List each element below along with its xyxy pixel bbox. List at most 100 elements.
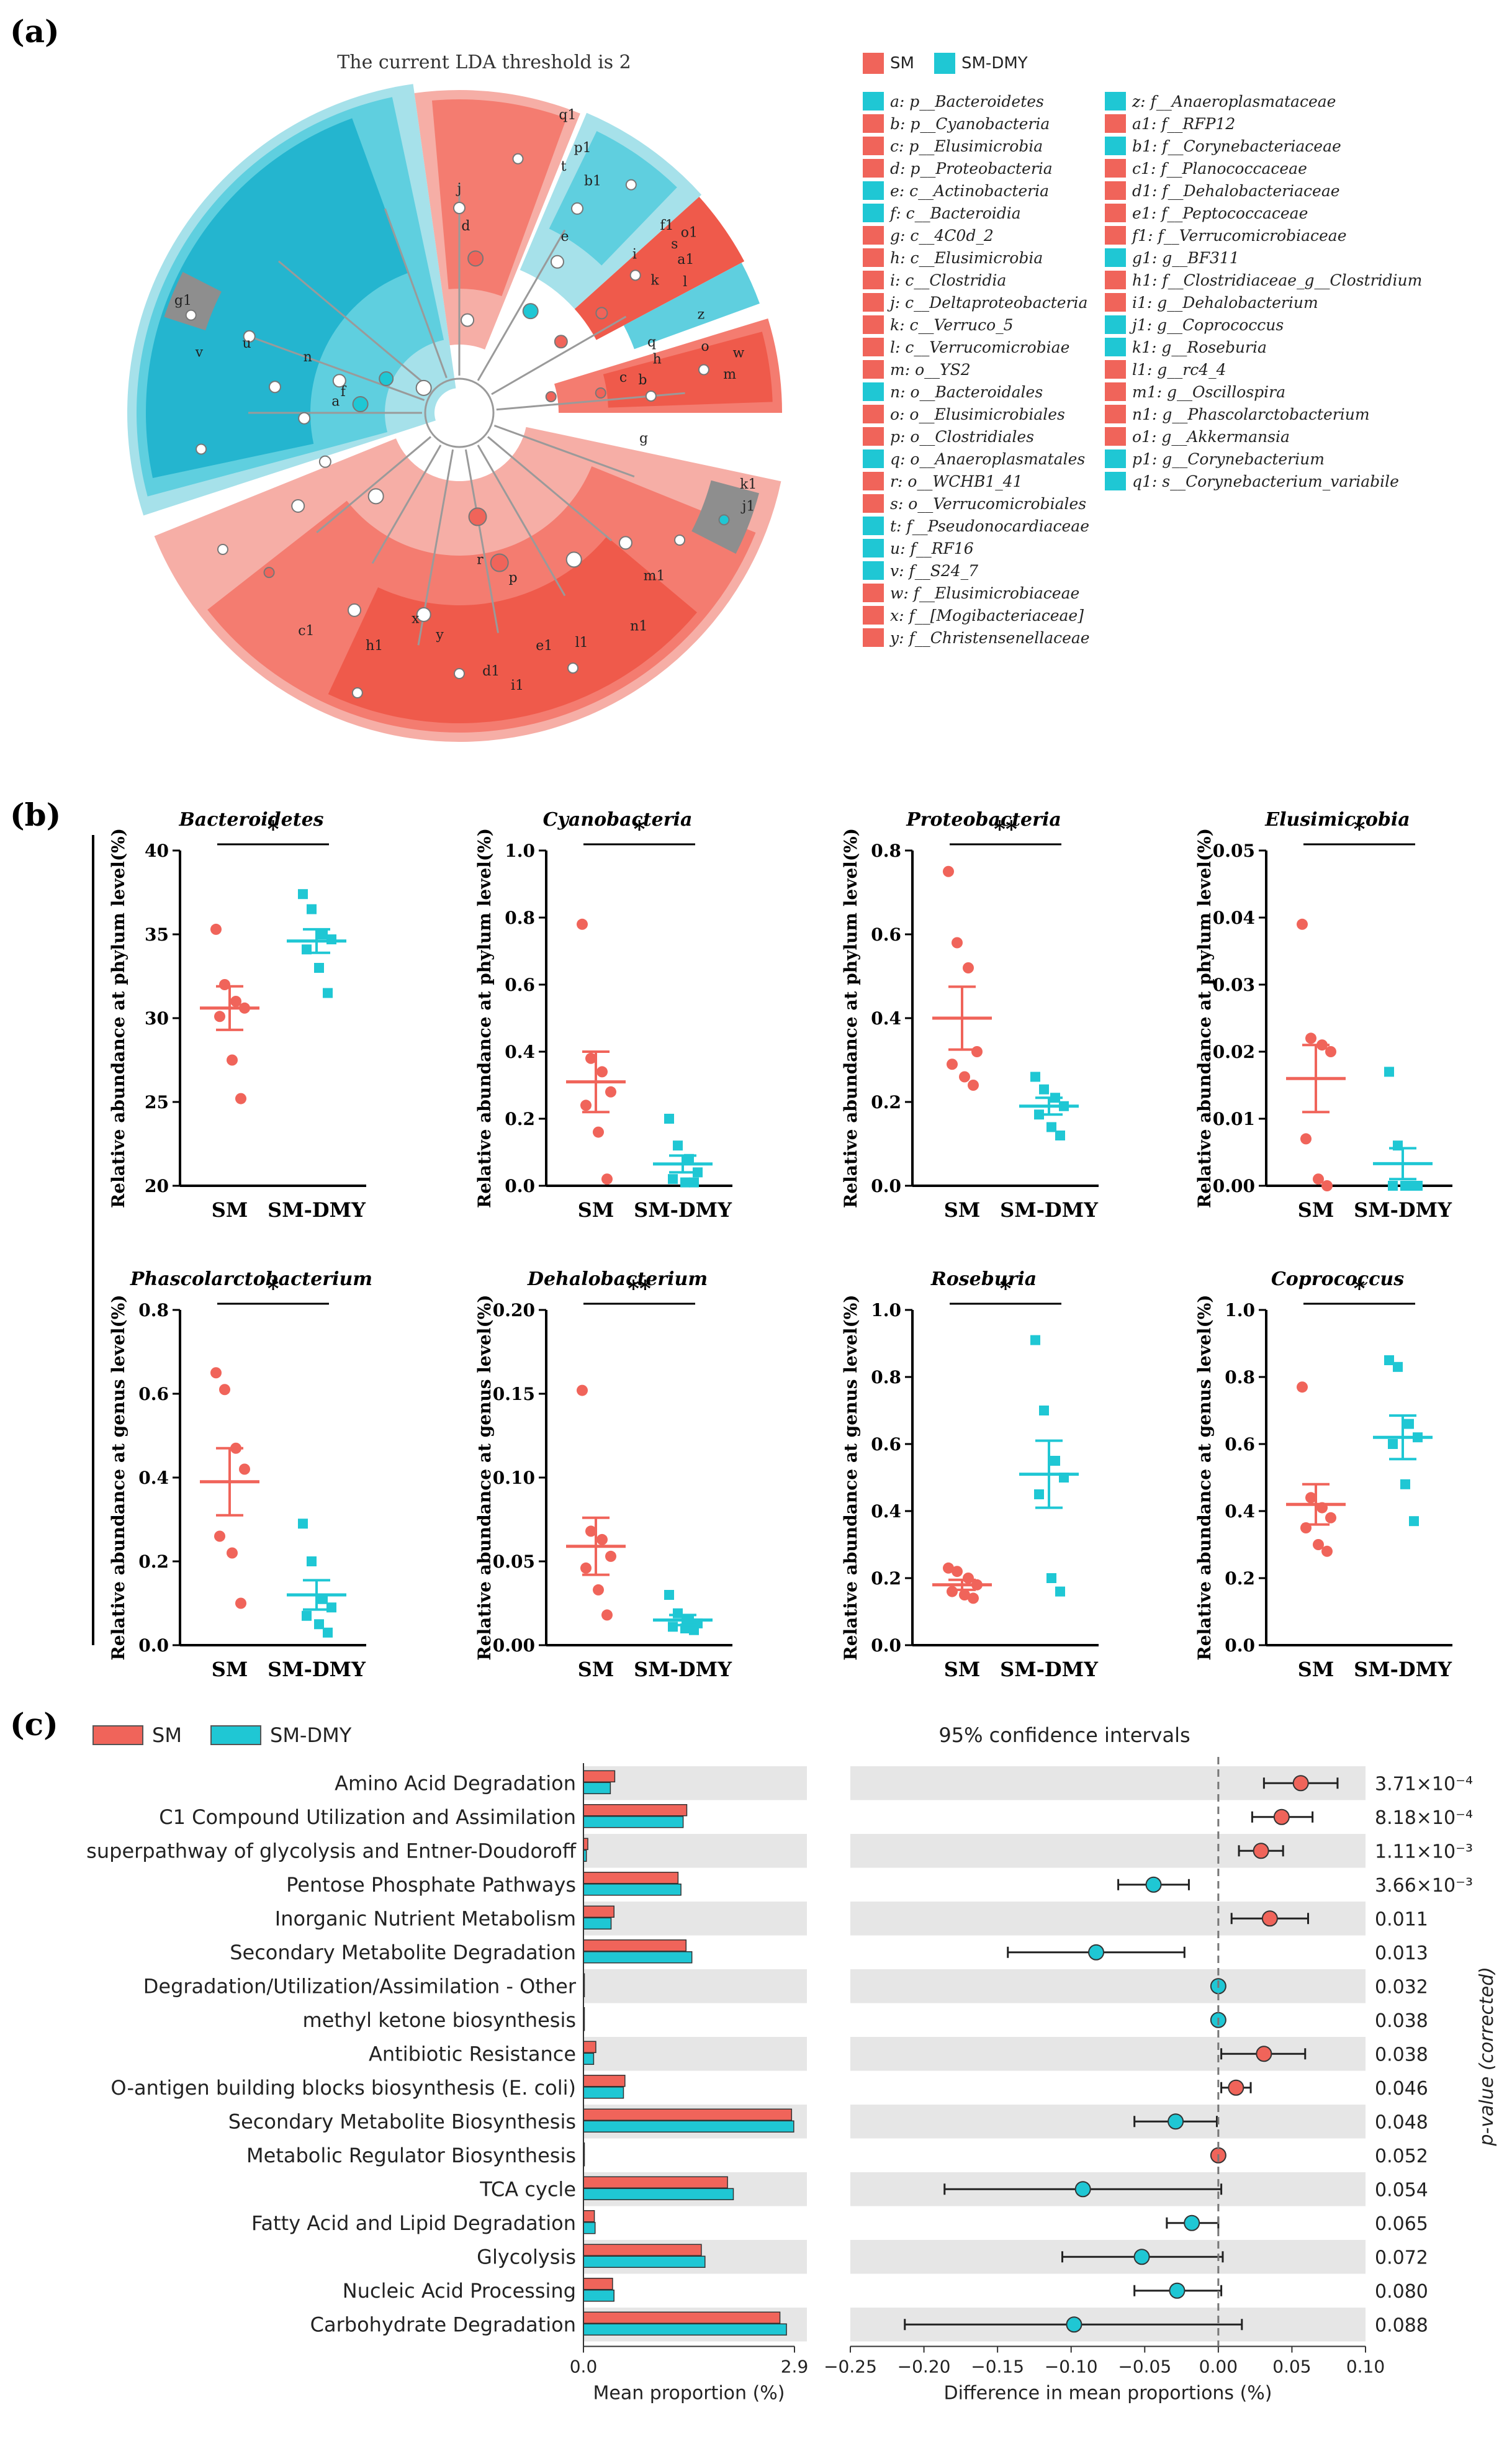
clade-label-o1: o1 (681, 225, 698, 241)
p-value-label: 1.11×10⁻³ (1375, 1841, 1473, 1862)
ci-point (1256, 2046, 1272, 2062)
data-point-sm (227, 1054, 238, 1066)
bar-sm (583, 1770, 616, 1782)
pathway-label: Degradation/Utilization/Assimilation - O… (143, 1974, 577, 1998)
clade-label-b: b (638, 372, 647, 388)
key-label: m1: g__Oscillospira (1132, 383, 1285, 401)
data-point-sm (585, 1525, 596, 1537)
clade-branch (487, 436, 613, 541)
key-label: s: o__Verrucomicrobiales (890, 495, 1086, 513)
bar-smdmy (583, 1884, 682, 1896)
p-value-label: 0.032 (1375, 1976, 1428, 1998)
clade-label-m: m (723, 367, 736, 382)
scatter-chart-b3: Proteobacteria 0.0 0.2 0.4 0.6 0.8 Relative ab… (840, 809, 1099, 1222)
legend-swatch-sm (863, 53, 884, 74)
p-value-label: 8.18×10⁻⁴ (1375, 1807, 1473, 1829)
data-point-smdmy (1384, 1067, 1394, 1077)
key-label: k1: g__Roseburia (1132, 338, 1267, 356)
data-point-smdmy (673, 1608, 683, 1618)
x-category-label: SM-DMY (634, 1658, 732, 1681)
data-point-sm (235, 1093, 246, 1104)
key-swatch (1105, 449, 1126, 468)
key-label: g1: g__BF311 (1132, 249, 1240, 267)
y-tick-label: 0.6 (505, 975, 535, 995)
y-axis-label: Relative abundance at genus level(%) (1194, 1294, 1215, 1660)
key-label: h: c__Elusimicrobia (890, 249, 1043, 267)
chart-title: Coprococcus (1271, 1268, 1404, 1290)
cladogram-panel: The current LDA threshold is 2 a bc d e f g h i… (127, 52, 1422, 742)
key-swatch (863, 114, 884, 133)
data-point-smdmy (1384, 1355, 1394, 1365)
pathway-label: Carbohydrate Degradation (310, 2313, 576, 2336)
y-tick-label: 0.05 (493, 1551, 535, 1572)
data-point-smdmy (1400, 1181, 1410, 1191)
p-value-axis-label: p-value (corrected) (1476, 1967, 1498, 2147)
data-point-smdmy (1055, 1586, 1065, 1597)
clade-label-l1: l1 (575, 635, 588, 651)
key-swatch (863, 427, 884, 446)
key-label: g: c__4C0d_2 (890, 227, 994, 245)
row-band (850, 1834, 1366, 1868)
bar-smdmy (583, 2255, 706, 2268)
clade-label-p: p (508, 570, 517, 585)
key-label: v: f__S24_7 (890, 562, 978, 580)
y-tick-label: 25 (145, 1092, 169, 1113)
x-category-label: SM (944, 1198, 981, 1222)
p-value-label: 3.71×10⁻⁴ (1375, 1773, 1473, 1795)
ci-x-tick-label: 0.00 (1199, 2357, 1238, 2377)
data-point-smdmy (323, 988, 333, 998)
key-label: i: c__Clostridia (890, 271, 1006, 289)
scatter-chart-b5: Phascolarctobacterium 0.0 0.2 0.4 0.6 0.8 Rela… (108, 1268, 372, 1681)
data-point-smdmy (307, 1556, 317, 1566)
panel-label-c: (c) (10, 1706, 58, 1743)
clade-root-ring (424, 377, 495, 448)
x-category-label: SM-DMY (1354, 1658, 1452, 1681)
clade-label-d1: d1 (482, 664, 500, 679)
y-axis-label: Relative abundance at phylum level(%) (1194, 828, 1215, 1208)
key-label: e: c__Actinobacteria (890, 182, 1049, 200)
key-swatch (1105, 293, 1126, 312)
clade-branch (384, 208, 448, 379)
pathway-label: Fatty Acid and Lipid Degradation (251, 2211, 576, 2235)
key-swatch (1105, 427, 1126, 446)
x-category-label: SM (212, 1198, 248, 1222)
pathway-label: O-antigen building blocks biosynthesis (… (110, 2076, 576, 2100)
clade-node (565, 551, 582, 568)
clade-sector-verrucomicrobiae (574, 197, 745, 340)
clade-node (595, 307, 608, 320)
abundance-scatter-panels: Bacteroidetes 20 25 30 35 40 Relative abundanc… (108, 809, 1452, 1681)
chart-title: Roseburia (930, 1268, 1037, 1290)
data-point-smdmy (664, 1590, 674, 1600)
clade-label-o: o (701, 339, 709, 354)
key-label: k: c__Verruco_5 (890, 316, 1014, 334)
y-tick-label: 0.0 (138, 1635, 169, 1656)
y-axis-label: Relative abundance at genus level(%) (474, 1294, 495, 1660)
bar-sm (583, 1872, 679, 1884)
data-point-smdmy (318, 929, 328, 939)
bar-smdmy (583, 1917, 612, 1930)
y-tick-label: 0.2 (1225, 1568, 1255, 1589)
significance-mark: * (268, 816, 279, 842)
clade-node (298, 412, 311, 425)
data-point-sm (1325, 1512, 1336, 1523)
y-tick-label: 0.05 (1213, 841, 1255, 861)
key-swatch (863, 271, 884, 289)
data-point-sm (585, 1052, 596, 1064)
bar-sm (583, 1939, 687, 1952)
ci-point (1253, 1843, 1269, 1859)
x-category-label: SM-DMY (1000, 1658, 1099, 1681)
data-point-sm (959, 1589, 970, 1600)
key-swatch (1105, 360, 1126, 379)
clade-sector-corynebacteriaceae (549, 131, 677, 266)
bar-sm (583, 2210, 595, 2223)
clade-sector-anaeroplasmatales (623, 263, 760, 350)
key-swatch (863, 494, 884, 513)
key-swatch (863, 338, 884, 356)
clade-label-s: s (671, 237, 678, 252)
lda-threshold-title: The current LDA threshold is 2 (337, 52, 631, 73)
clade-node (467, 250, 484, 267)
y-tick-label: 40 (145, 841, 169, 861)
chart-title: Cyanobacteria (543, 809, 693, 831)
clade-label-c1: c1 (298, 623, 314, 639)
significance-mark: * (634, 816, 646, 842)
